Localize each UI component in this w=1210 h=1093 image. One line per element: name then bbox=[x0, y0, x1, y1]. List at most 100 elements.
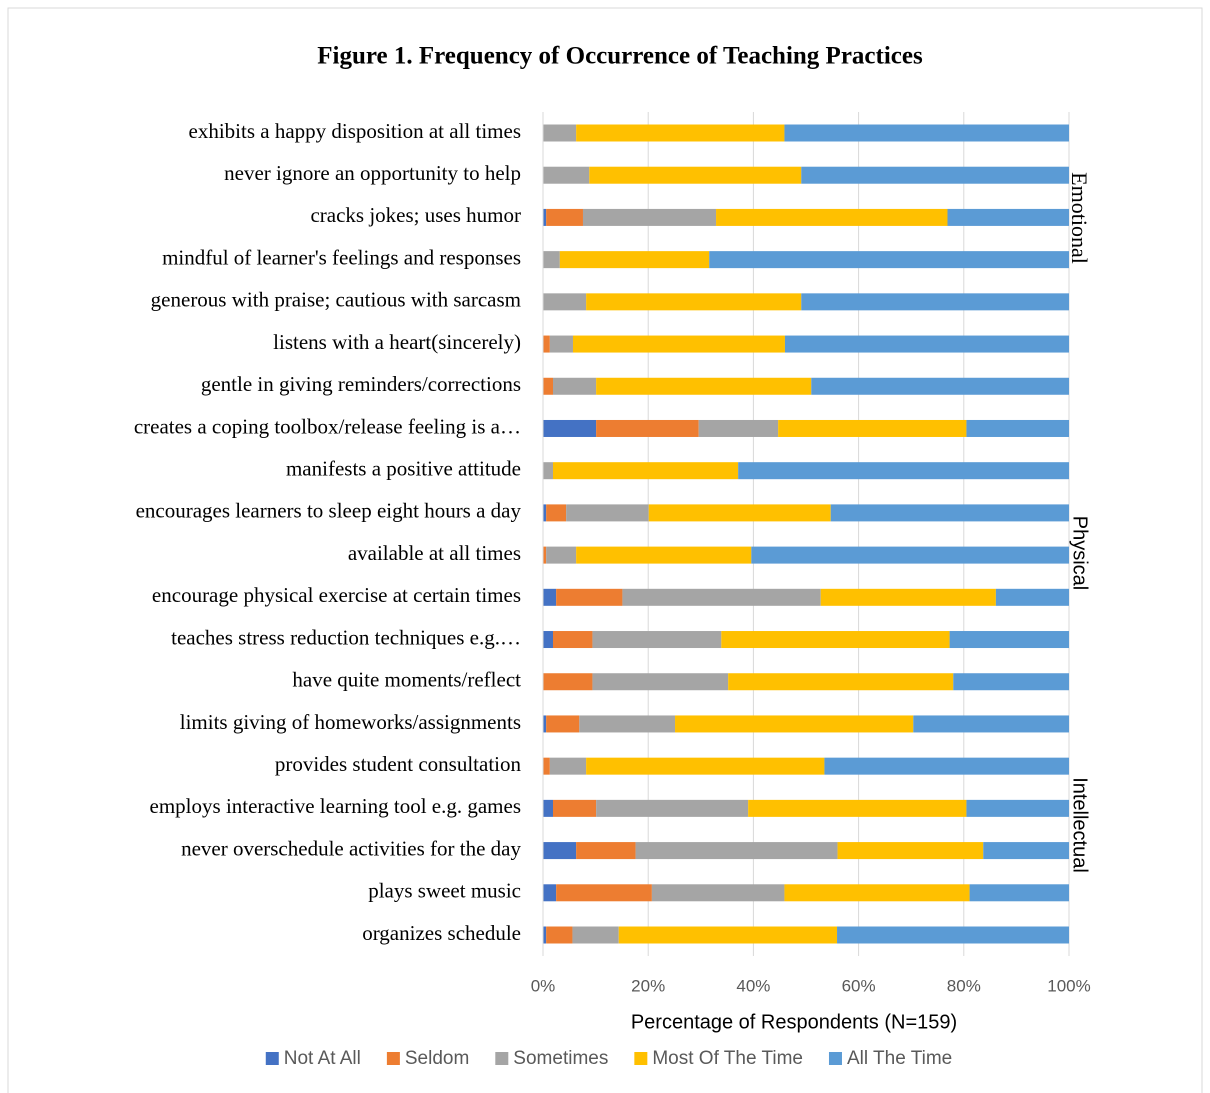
bar-segment bbox=[576, 546, 752, 564]
bar-segment bbox=[579, 715, 676, 733]
bar-segment bbox=[830, 504, 1069, 522]
bar-segment bbox=[586, 757, 825, 775]
y-tick-label: employs interactive learning tool e.g. g… bbox=[150, 794, 521, 818]
bar-segment bbox=[543, 546, 547, 564]
y-tick-label: cracks jokes; uses humor bbox=[310, 203, 521, 227]
bar-segment bbox=[546, 546, 577, 564]
y-tick-label: exhibits a happy disposition at all time… bbox=[189, 119, 521, 143]
bar-segment bbox=[543, 504, 547, 522]
legend-swatch bbox=[495, 1052, 509, 1065]
legend-label: Sometimes bbox=[513, 1048, 608, 1069]
bar-segment bbox=[949, 631, 1069, 649]
bar-segment bbox=[811, 377, 1069, 395]
bar-segment bbox=[546, 926, 573, 944]
bar-segment bbox=[549, 757, 587, 775]
bar-segment bbox=[546, 715, 580, 733]
legend-swatch bbox=[386, 1052, 400, 1065]
bar-segment bbox=[947, 208, 1069, 226]
bar-segment bbox=[618, 926, 838, 944]
bar-segment bbox=[543, 166, 590, 184]
bar-segment bbox=[543, 335, 550, 353]
bar-segment bbox=[546, 208, 583, 226]
bar-segment bbox=[596, 799, 749, 817]
bar-segment bbox=[751, 546, 1069, 564]
y-tick-label: gentle in giving reminders/corrections bbox=[201, 372, 521, 396]
bar-segment bbox=[913, 715, 1069, 733]
bar-segment bbox=[596, 419, 699, 437]
bar-segment bbox=[559, 251, 710, 269]
bar-segment bbox=[738, 462, 1069, 480]
y-tick-label: organizes schedule bbox=[362, 921, 521, 945]
y-tick-label: never ignore an opportunity to help bbox=[224, 161, 521, 185]
bar-segment bbox=[966, 799, 1069, 817]
x-tick-label: 40% bbox=[736, 976, 770, 995]
x-axis-title: Percentage of Respondents (N=159) bbox=[631, 1011, 957, 1033]
bar-segment bbox=[837, 926, 1069, 944]
bar-segment bbox=[728, 673, 954, 691]
legend-swatch bbox=[265, 1052, 279, 1065]
bar-segment bbox=[837, 842, 984, 860]
bar-segment bbox=[576, 842, 636, 860]
legend-swatch bbox=[828, 1052, 842, 1065]
annotation: Intellectual bbox=[1069, 777, 1091, 873]
bar-segment bbox=[820, 588, 996, 606]
y-tick-label: mindful of learner's feelings and respon… bbox=[162, 245, 521, 269]
legend-label: Seldom bbox=[405, 1048, 469, 1069]
bar-segment bbox=[552, 631, 593, 649]
bar-segment bbox=[596, 377, 812, 395]
bar-segment bbox=[622, 588, 821, 606]
bar-segment bbox=[709, 251, 1069, 269]
x-tick-label: 80% bbox=[947, 976, 981, 995]
bar-segment bbox=[543, 588, 557, 606]
bar-segment bbox=[592, 631, 722, 649]
bar-segment bbox=[543, 757, 550, 775]
x-tick-label: 60% bbox=[842, 976, 876, 995]
bar-segment bbox=[546, 504, 567, 522]
bar-segment bbox=[824, 757, 1069, 775]
bar-segment bbox=[784, 884, 970, 902]
bar-segment bbox=[543, 799, 553, 817]
bar-segment bbox=[969, 884, 1069, 902]
bar-segment bbox=[543, 926, 547, 944]
bar-segment bbox=[721, 631, 950, 649]
bar-segment bbox=[543, 462, 553, 480]
bar-segment bbox=[801, 166, 1069, 184]
bar-segment bbox=[648, 504, 831, 522]
bar-segment bbox=[549, 335, 573, 353]
bar-segment bbox=[552, 462, 739, 480]
annotation: Physical bbox=[1069, 516, 1091, 590]
bar-segment bbox=[748, 799, 967, 817]
bar-segment bbox=[552, 377, 597, 395]
legend-label: Not At All bbox=[284, 1048, 361, 1069]
y-tick-label: provides student consultation bbox=[275, 752, 522, 776]
bar-segment bbox=[572, 335, 785, 353]
y-tick-label: plays sweet music bbox=[368, 879, 521, 903]
y-tick-label: have quite moments/reflect bbox=[292, 668, 521, 692]
bar-segment bbox=[784, 335, 1069, 353]
bar-segment bbox=[582, 208, 717, 226]
y-tick-label: generous with praise; cautious with sarc… bbox=[151, 288, 521, 312]
y-tick-label: limits giving of homeworks/assignments bbox=[180, 710, 521, 734]
bar-segment bbox=[784, 124, 1069, 142]
bar-segment bbox=[589, 166, 802, 184]
x-tick-label: 20% bbox=[631, 976, 665, 995]
bar-segment bbox=[675, 715, 914, 733]
bar-segment bbox=[556, 884, 652, 902]
y-tick-label: creates a coping toolbox/release feeling… bbox=[134, 414, 521, 438]
y-tick-label: listens with a heart(sincerely) bbox=[273, 330, 521, 354]
bar-segment bbox=[586, 293, 802, 311]
bar-segment bbox=[556, 588, 623, 606]
bar-segment bbox=[543, 293, 587, 311]
y-tick-label: available at all times bbox=[348, 541, 521, 565]
bar-segment bbox=[983, 842, 1069, 860]
legend: Not At All Seldom Sometimes Most Of The Tim… bbox=[265, 1048, 952, 1069]
bar-segment bbox=[543, 673, 593, 691]
x-tick-label: 100% bbox=[1047, 976, 1090, 995]
bar-segment bbox=[778, 419, 967, 437]
bar-segment bbox=[566, 504, 649, 522]
bar-segment bbox=[592, 673, 729, 691]
y-tick-label: manifests a positive attitude bbox=[286, 456, 521, 480]
chart-title: Figure 1. Frequency of Occurrence of Tea… bbox=[317, 43, 923, 70]
bar-segment bbox=[953, 673, 1069, 691]
